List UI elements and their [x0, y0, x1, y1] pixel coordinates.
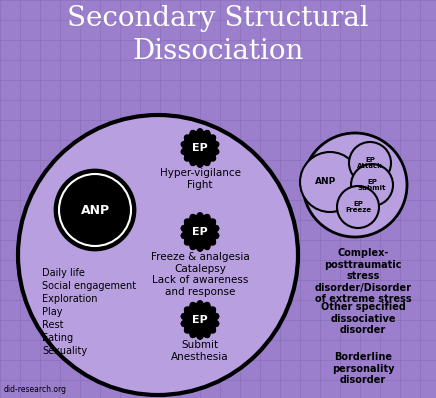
- Text: Social engagement: Social engagement: [42, 281, 136, 291]
- Text: Play: Play: [42, 307, 62, 317]
- Text: Hyper-vigilance
Fight: Hyper-vigilance Fight: [160, 168, 241, 189]
- Circle shape: [18, 115, 298, 395]
- Text: EP: EP: [192, 227, 208, 237]
- Text: EP: EP: [192, 315, 208, 325]
- Text: Other specified
dissociative
disorder: Other specified dissociative disorder: [320, 302, 405, 335]
- Circle shape: [351, 164, 393, 206]
- Text: ANP: ANP: [315, 178, 337, 187]
- Polygon shape: [181, 301, 219, 339]
- Polygon shape: [181, 129, 219, 167]
- Text: Dissociation: Dissociation: [132, 38, 304, 65]
- Circle shape: [349, 142, 391, 184]
- Circle shape: [337, 186, 379, 228]
- Text: EP
Attack: EP Attack: [357, 156, 383, 170]
- Text: Rest: Rest: [42, 320, 64, 330]
- Text: Daily life: Daily life: [42, 268, 85, 278]
- Text: Complex-
posttraumatic
stress
disorder/Disorder
of extreme stress: Complex- posttraumatic stress disorder/D…: [314, 248, 412, 304]
- Text: EP
Submit: EP Submit: [358, 178, 386, 191]
- Text: did-research.org: did-research.org: [4, 385, 67, 394]
- Text: Sexuality: Sexuality: [42, 346, 87, 356]
- Circle shape: [303, 133, 407, 237]
- Text: Secondary Structural: Secondary Structural: [67, 5, 369, 32]
- Polygon shape: [181, 213, 219, 251]
- Text: Freeze & analgesia
Catalepsy
Lack of awareness
and response: Freeze & analgesia Catalepsy Lack of awa…: [150, 252, 249, 297]
- Text: ANP: ANP: [80, 203, 109, 217]
- Text: EP: EP: [192, 143, 208, 153]
- Text: Exploration: Exploration: [42, 294, 98, 304]
- Circle shape: [55, 170, 135, 250]
- Text: EP
Freeze: EP Freeze: [345, 201, 371, 213]
- Text: Submit
Anesthesia: Submit Anesthesia: [171, 340, 229, 362]
- Text: Eating: Eating: [42, 333, 73, 343]
- Circle shape: [300, 152, 360, 212]
- Text: Borderline
personality
disorder: Borderline personality disorder: [332, 352, 394, 385]
